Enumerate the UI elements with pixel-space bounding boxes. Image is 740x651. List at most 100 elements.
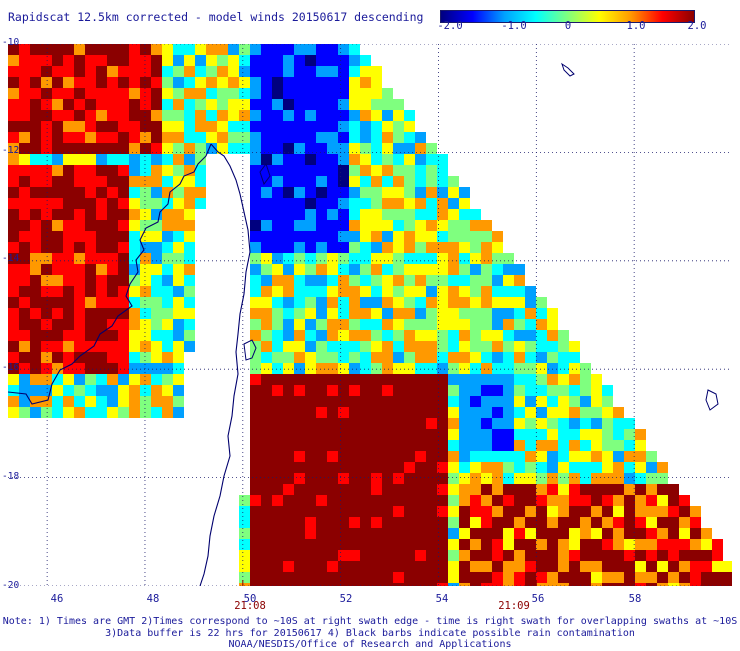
wind-cell — [338, 286, 349, 297]
wind-cell — [382, 396, 393, 407]
wind-cell — [404, 506, 415, 517]
wind-cell — [668, 572, 679, 583]
wind-cell — [371, 143, 382, 154]
wind-cell — [525, 319, 536, 330]
wind-cell — [558, 517, 569, 528]
wind-cell — [360, 528, 371, 539]
wind-cell — [85, 110, 96, 121]
wind-cell — [239, 528, 250, 539]
wind-cell — [96, 275, 107, 286]
wind-cell — [184, 88, 195, 99]
wind-cell — [558, 572, 569, 583]
wind-cell — [393, 341, 404, 352]
wind-cell — [382, 154, 393, 165]
wind-cell — [96, 352, 107, 363]
wind-cell — [536, 308, 547, 319]
wind-cell — [327, 484, 338, 495]
wind-cell — [162, 275, 173, 286]
wind-cell — [250, 572, 261, 583]
wind-cell — [558, 418, 569, 429]
wind-cell — [470, 473, 481, 484]
wind-cell — [481, 330, 492, 341]
wind-cell — [85, 231, 96, 242]
wind-cell — [481, 374, 492, 385]
wind-cell — [107, 275, 118, 286]
wind-cell — [173, 363, 184, 374]
wind-cell — [63, 363, 74, 374]
wind-cell — [415, 198, 426, 209]
wind-cell — [41, 176, 52, 187]
lon-label: 50 — [243, 593, 257, 605]
wind-cell — [63, 209, 74, 220]
wind-cell — [349, 220, 360, 231]
wind-cell — [635, 451, 646, 462]
wind-cell — [580, 572, 591, 583]
wind-cell — [536, 374, 547, 385]
wind-cell — [668, 528, 679, 539]
wind-cell — [448, 363, 459, 374]
wind-cell — [470, 440, 481, 451]
wind-cell — [470, 352, 481, 363]
wind-cell — [272, 528, 283, 539]
wind-cell — [580, 583, 591, 586]
wind-cell — [63, 88, 74, 99]
wind-cell — [272, 517, 283, 528]
wind-cell — [41, 253, 52, 264]
wind-cell — [30, 121, 41, 132]
wind-cell — [558, 484, 569, 495]
wind-cell — [19, 253, 30, 264]
wind-cell — [602, 539, 613, 550]
wind-cell — [668, 550, 679, 561]
wind-cell — [8, 121, 19, 132]
wind-cell — [349, 264, 360, 275]
wind-cell — [404, 286, 415, 297]
wind-cell — [63, 110, 74, 121]
wind-cell — [481, 407, 492, 418]
wind-cell — [85, 275, 96, 286]
wind-cell — [74, 264, 85, 275]
wind-cell — [437, 341, 448, 352]
wind-cell — [613, 429, 624, 440]
wind-cell — [360, 330, 371, 341]
wind-cell — [327, 385, 338, 396]
wind-cell — [162, 220, 173, 231]
wind-cell — [525, 517, 536, 528]
wind-cell — [349, 165, 360, 176]
island-coastline — [561, 62, 719, 411]
wind-cell — [503, 264, 514, 275]
wind-cell — [316, 154, 327, 165]
wind-cell — [459, 473, 470, 484]
wind-cell — [349, 374, 360, 385]
wind-cell — [415, 561, 426, 572]
wind-cell — [294, 429, 305, 440]
wind-cell — [514, 363, 525, 374]
wind-cell — [360, 165, 371, 176]
wind-cell — [404, 176, 415, 187]
wind-cell — [371, 319, 382, 330]
wind-cell — [338, 451, 349, 462]
wind-cell — [404, 231, 415, 242]
wind-cell — [305, 583, 316, 586]
wind-cell — [448, 319, 459, 330]
wind-cell — [74, 176, 85, 187]
wind-cell — [272, 77, 283, 88]
wind-cell — [327, 583, 338, 586]
wind-cell — [448, 583, 459, 586]
wind-cell — [151, 99, 162, 110]
wind-cell — [459, 231, 470, 242]
wind-cell — [305, 330, 316, 341]
wind-cell — [261, 165, 272, 176]
wind-cell — [261, 77, 272, 88]
wind-cell — [151, 396, 162, 407]
wind-cell — [8, 132, 19, 143]
wind-cell — [261, 528, 272, 539]
wind-cell — [261, 275, 272, 286]
wind-cell — [63, 121, 74, 132]
wind-cell — [272, 176, 283, 187]
wind-cell — [173, 352, 184, 363]
wind-cell — [525, 407, 536, 418]
wind-cell — [129, 407, 140, 418]
wind-cell — [250, 462, 261, 473]
wind-cell — [294, 44, 305, 55]
wind-cell — [261, 209, 272, 220]
